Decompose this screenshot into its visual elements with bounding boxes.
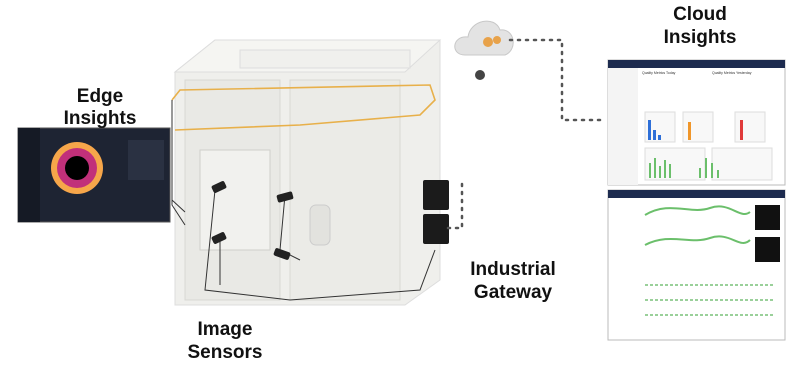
cloud-dashboard-part <box>608 68 638 185</box>
gateway-devices-part <box>423 214 449 244</box>
machine <box>171 39 442 306</box>
label: Image <box>198 319 253 340</box>
image-sensors-part <box>273 248 291 260</box>
cloud-dashboard-part <box>740 120 743 140</box>
edge-screen-part <box>171 199 186 213</box>
machine-part <box>309 204 331 246</box>
gateway-devices <box>423 180 449 244</box>
dashboard-heading: Quality Metrics Today <box>642 71 676 75</box>
cloud-icon-part <box>483 37 493 47</box>
image-sensors-part <box>211 181 227 193</box>
cloud-dashboard-part <box>658 135 661 140</box>
cloud-dashboard-part <box>608 60 785 68</box>
cloud-dashboard-part <box>682 111 714 143</box>
cloud-dashboard-part <box>653 130 656 140</box>
edge-screen <box>17 127 186 223</box>
trend-dashboard-part <box>755 205 780 230</box>
cloud-dashboard-part <box>648 120 651 140</box>
machine-part <box>171 100 436 301</box>
cloud-icon-part <box>475 70 485 80</box>
cloud-dashboard-part <box>649 158 719 178</box>
trend-dashboard-part <box>608 190 785 198</box>
image-sensors <box>211 181 294 260</box>
cloud-dashboard-part <box>711 147 773 181</box>
label: Cloud <box>673 4 727 25</box>
label: Sensors <box>188 342 263 363</box>
machine-part <box>171 84 436 131</box>
trend-dashboard-part <box>645 284 775 316</box>
edge-screen-part <box>65 156 89 180</box>
machine-part <box>289 79 401 301</box>
label: Industrial <box>470 259 556 280</box>
connection <box>446 38 607 230</box>
trend-dashboard-part <box>644 205 751 216</box>
trend-dashboard-part <box>755 237 780 262</box>
gateway-devices-part <box>423 180 449 210</box>
cloud-dashboard-part <box>734 111 766 143</box>
cloud-icon-part <box>454 20 514 56</box>
trend-dashboard <box>607 189 786 341</box>
labels: Edge Insights Cloud Insights Industrial … <box>64 4 737 363</box>
edge-screen-part <box>128 140 164 180</box>
machine-part <box>239 49 411 69</box>
label: Insights <box>664 27 737 48</box>
cloud-dashboard: Quality Metrics Today Quality Metrics Ye… <box>607 59 786 186</box>
label: Edge <box>77 86 123 107</box>
image-sensors-part <box>276 191 294 203</box>
label: Insights <box>64 108 137 129</box>
label: Gateway <box>474 282 553 303</box>
trend-dashboard-part <box>644 235 751 246</box>
edge-screen-part <box>18 128 40 222</box>
cloud-dashboard-part <box>688 122 691 140</box>
cloud-icon-part <box>493 36 501 44</box>
image-sensors-part <box>211 232 227 244</box>
cloud-icon <box>454 20 514 80</box>
machine-part <box>199 149 271 251</box>
dashboard-heading: Quality Metrics Yesterday <box>712 71 752 75</box>
